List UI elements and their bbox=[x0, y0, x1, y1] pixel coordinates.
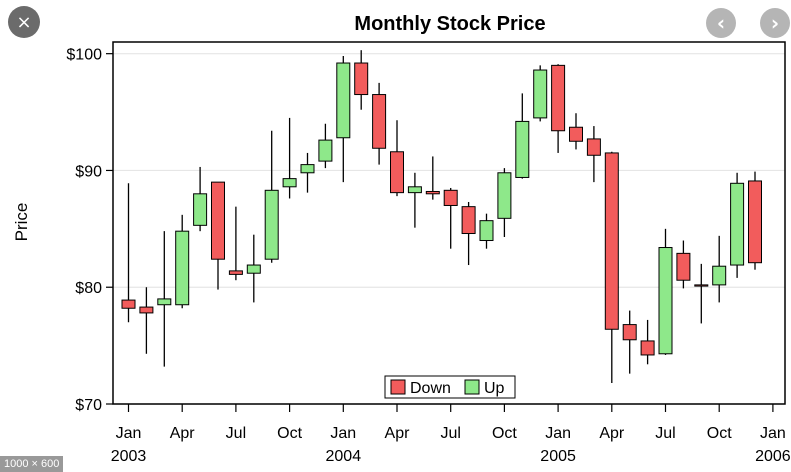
next-image-button[interactable]: › bbox=[760, 8, 790, 38]
candle-body-down bbox=[372, 94, 387, 149]
candle-body-up bbox=[246, 264, 261, 274]
candle-body-up bbox=[533, 69, 548, 119]
candle-body-down bbox=[569, 126, 583, 142]
chart-title: Monthly Stock Price bbox=[354, 13, 545, 35]
candle-body-up bbox=[318, 139, 333, 162]
candle-body-down bbox=[461, 206, 476, 235]
candle-body-up bbox=[264, 189, 279, 260]
plot-frame bbox=[112, 41, 786, 405]
candle-body-down bbox=[694, 284, 709, 287]
x-year-label: 2003 bbox=[111, 448, 147, 465]
legend-up-swatch bbox=[464, 379, 480, 395]
y-axis: $70 $80 $90 $100 bbox=[66, 47, 113, 414]
legend-down-label: Down bbox=[410, 380, 451, 397]
candle-body-down bbox=[748, 180, 762, 264]
candle-body-up bbox=[193, 193, 208, 226]
candle-body-up bbox=[175, 230, 190, 306]
y-tick-label: $80 bbox=[75, 280, 102, 297]
legend-down-swatch bbox=[390, 379, 406, 395]
candle-body-down bbox=[676, 252, 691, 281]
x-tick-label: Oct bbox=[277, 425, 302, 442]
x-tick-label: Apr bbox=[385, 425, 411, 442]
x-tick-label: Jul bbox=[440, 425, 460, 442]
x-tick-label: Jan bbox=[760, 425, 786, 442]
candle-body-down bbox=[390, 151, 404, 194]
candles bbox=[121, 50, 762, 383]
x-year-label: 2004 bbox=[326, 448, 362, 465]
candle-body-up bbox=[336, 62, 351, 139]
previous-image-button[interactable]: ‹ bbox=[706, 8, 736, 38]
candle-body-up bbox=[515, 120, 530, 178]
close-icon: × bbox=[16, 11, 32, 33]
x-axis: Jan 2003 Apr Jul Oct Jan 2004 Apr Jul Oct Jan 2005 A… bbox=[111, 404, 791, 465]
candle-body-down bbox=[139, 306, 154, 314]
x-year-label: 2006 bbox=[755, 448, 791, 465]
candle-body-down bbox=[354, 62, 369, 96]
y-tick-label: $90 bbox=[75, 163, 102, 180]
candle-body-down bbox=[586, 138, 601, 156]
candle-body-down bbox=[425, 190, 440, 195]
x-tick-label: Jan bbox=[330, 425, 356, 442]
x-tick-label: Jan bbox=[116, 425, 142, 442]
x-tick-label: Apr bbox=[170, 425, 196, 442]
chevron-right-icon: › bbox=[770, 11, 780, 35]
candle-body-down bbox=[604, 152, 619, 330]
y-tick-label: $100 bbox=[66, 47, 102, 64]
candle-body-up bbox=[712, 265, 727, 286]
x-tick-label: Oct bbox=[492, 425, 517, 442]
close-button[interactable]: × bbox=[8, 6, 40, 38]
y-tick-label: $70 bbox=[75, 397, 102, 414]
candle-body-down bbox=[622, 324, 637, 341]
legend-up-label: Up bbox=[484, 380, 505, 397]
x-tick-label: Jan bbox=[545, 425, 571, 442]
candle-body-up bbox=[407, 186, 422, 194]
y-axis-label: Price bbox=[12, 203, 31, 242]
candle-body-up bbox=[300, 164, 315, 174]
x-tick-label: Jul bbox=[226, 425, 246, 442]
candle-body-up bbox=[157, 298, 172, 306]
candle-body-down bbox=[443, 189, 458, 206]
candle-body-down bbox=[551, 64, 566, 132]
candle-body-down bbox=[211, 181, 225, 260]
candle-body-up bbox=[497, 172, 512, 219]
candle-body-down bbox=[640, 340, 655, 356]
legend-box bbox=[384, 375, 516, 399]
x-tick-label: Apr bbox=[599, 425, 625, 442]
candle-body-down bbox=[121, 299, 136, 309]
chevron-left-icon: ‹ bbox=[716, 11, 726, 35]
candle-body-up bbox=[730, 182, 745, 266]
candle-body-down bbox=[228, 270, 243, 275]
image-size-badge: 1000 × 600 bbox=[0, 456, 64, 472]
x-year-label: 2005 bbox=[540, 448, 576, 465]
candle-body-up bbox=[479, 220, 494, 242]
x-tick-label: Jul bbox=[655, 425, 675, 442]
x-tick-label: Oct bbox=[707, 425, 732, 442]
legend: Down Up bbox=[384, 375, 516, 399]
candle-body-up bbox=[282, 178, 297, 188]
candle-body-up bbox=[658, 247, 673, 355]
